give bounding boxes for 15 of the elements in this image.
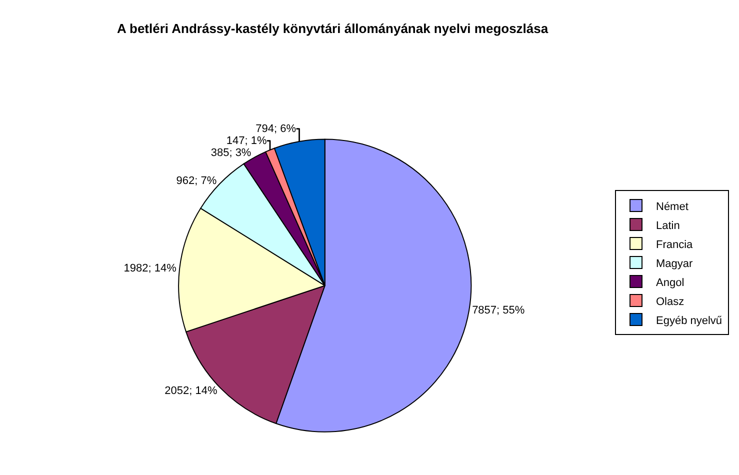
legend-label: Latin <box>656 220 680 232</box>
legend-label: Olasz <box>656 296 684 308</box>
data-label: 2052; 14% <box>164 385 218 398</box>
legend-label: Egyéb nyelvű <box>656 314 722 327</box>
data-label: 794; 6% <box>256 122 296 135</box>
data-label: 962; 7% <box>176 174 217 187</box>
data-label: 385; 3% <box>210 146 252 159</box>
legend-label: Angol <box>656 276 684 289</box>
legend-label: Német <box>656 200 688 213</box>
data-label: 147; 1% <box>226 134 268 147</box>
chart-title: A betléri Andrássy-kastély könyvtári állományának nyelvi megoszlása <box>116 20 549 36</box>
data-label: 1982; 14% <box>124 262 177 274</box>
legend-label: Francia <box>656 238 694 251</box>
data-label: 7857; 55% <box>472 304 525 317</box>
legend-label: Magyar <box>656 258 694 270</box>
